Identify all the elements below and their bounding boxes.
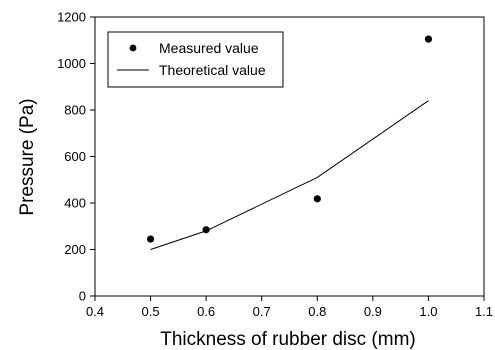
y-axis-title: Pressure (Pa): [17, 98, 38, 215]
y-tick-label: 0: [79, 289, 86, 304]
x-tick-label: 0.5: [142, 304, 160, 319]
measured-value-point: [424, 35, 433, 43]
x-axis: 0.4 0.5 0.6 0.7 0.8 0.9 1.0 1.1: [86, 296, 493, 319]
legend: Measured value Theoretical value: [107, 31, 284, 88]
y-tick-label: 200: [64, 242, 86, 257]
legend-box: [107, 31, 284, 88]
plot-area: [146, 35, 433, 250]
measured-value-point: [313, 195, 321, 203]
y-tick-label: 800: [64, 103, 86, 118]
x-tick-label: 0.4: [86, 304, 104, 319]
measured-value-point: [202, 226, 210, 234]
x-tick-label: 0.9: [364, 304, 382, 319]
x-tick-label: 1.1: [475, 304, 493, 319]
x-axis-title: Thickness of rubber disc (mm): [160, 329, 416, 350]
x-tick-label: 0.6: [197, 304, 215, 319]
measured-value-point: [146, 235, 155, 243]
y-tick-label: 400: [64, 196, 86, 211]
y-tick-label: 1200: [57, 10, 86, 25]
y-tick-label: 1000: [57, 56, 86, 71]
y-axis: 0 200 400 600 800 1000 1200: [57, 10, 95, 304]
y-tick-label: 600: [64, 149, 86, 164]
legend-label-measured: Measured value: [159, 40, 259, 56]
x-tick-label: 1.0: [419, 304, 437, 319]
x-tick-label: 0.8: [308, 304, 326, 319]
legend-label-theoretical: Theoretical value: [159, 62, 266, 78]
x-tick-label: 0.7: [253, 304, 271, 319]
theoretical-value-line: [150, 100, 429, 250]
legend-marker-measured: [129, 44, 137, 52]
